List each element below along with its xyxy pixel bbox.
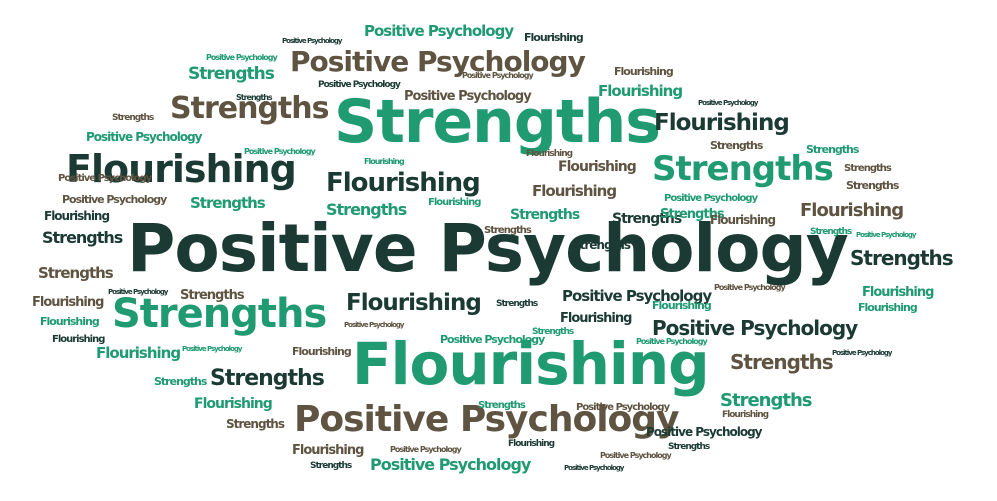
word: Positive Psychology <box>462 71 534 80</box>
word: Flourishing <box>44 209 110 223</box>
word: Positive Psychology <box>664 193 758 204</box>
word: Flourishing <box>326 168 481 198</box>
word: Positive Psychology <box>714 283 786 292</box>
word: Strengths <box>154 375 207 388</box>
word: Strengths <box>496 299 538 309</box>
word: Positive Psychology <box>370 455 531 474</box>
word: Positive Psychology <box>62 193 167 206</box>
word: Strengths <box>484 225 532 236</box>
word: Positive Psychology <box>698 99 758 107</box>
word: Flourishing <box>862 285 934 300</box>
word: Strengths <box>660 207 725 222</box>
word: Positive Psychology <box>636 337 708 346</box>
word: Flourishing <box>558 159 637 175</box>
word: Strengths <box>210 366 325 391</box>
word: Strengths <box>810 227 852 237</box>
word: Flourishing <box>800 200 904 221</box>
word: Positive Psychology <box>282 37 342 45</box>
word: Flourishing <box>652 299 712 312</box>
word: Flourishing <box>52 334 105 345</box>
word: Strengths <box>652 149 834 189</box>
word: Strengths <box>850 246 954 270</box>
word: Flourishing <box>614 65 674 78</box>
word: Flourishing <box>292 443 364 458</box>
word: Positive Psychology <box>856 231 916 239</box>
word: Positive Psychology <box>58 173 152 184</box>
word: Flourishing <box>722 410 769 420</box>
word: Strengths <box>844 163 892 174</box>
word: Strengths <box>668 442 710 452</box>
word: Strengths <box>510 207 580 223</box>
word: Flourishing <box>526 149 573 159</box>
word: Flourishing <box>524 31 584 44</box>
word: Positive Psychology <box>390 445 462 454</box>
word: Positive Psychology <box>244 147 316 156</box>
word: Flourishing <box>532 182 617 200</box>
word: Strengths <box>710 139 763 152</box>
word: Positive Psychology <box>600 451 672 460</box>
word: Strengths <box>38 264 114 282</box>
word: Strengths <box>170 91 329 126</box>
word: Strengths <box>326 200 407 219</box>
word: Positive Psychology <box>127 210 849 287</box>
word: Flourishing <box>560 311 632 326</box>
word: Positive Psychology <box>646 425 763 439</box>
word: Strengths <box>730 350 834 374</box>
word: Positive Psychology <box>564 464 624 472</box>
word: Flourishing <box>292 345 352 358</box>
word: Strengths <box>180 288 245 303</box>
word: Positive Psychology <box>86 130 203 144</box>
word: Flourishing <box>364 157 405 166</box>
word: Positive Psychology <box>318 80 401 90</box>
word: Positive Psychology <box>404 89 532 104</box>
word: Positive Psychology <box>576 402 670 413</box>
word: Strengths <box>846 179 899 192</box>
word: Strengths <box>310 461 352 471</box>
word: Strengths <box>612 211 682 227</box>
word: Strengths <box>478 400 526 411</box>
word: Strengths <box>720 390 812 411</box>
word: Strengths <box>190 194 266 212</box>
word: Positive Psychology <box>440 333 545 346</box>
word: Strengths <box>532 327 574 337</box>
word: Flourishing <box>346 290 482 316</box>
word: Flourishing <box>508 439 555 449</box>
word: Flourishing <box>352 330 710 398</box>
word: Positive Psychology <box>562 287 712 305</box>
word: Positive Psychology <box>364 22 514 40</box>
word: Positive Psychology <box>206 53 278 62</box>
word: Flourishing <box>428 197 481 208</box>
word: Positive Psychology <box>108 288 168 296</box>
word: Strengths <box>806 143 859 156</box>
word: Strengths <box>42 228 123 247</box>
word: Strengths <box>236 93 273 102</box>
word: Flourishing <box>32 295 104 310</box>
word: Positive Psychology <box>294 399 680 440</box>
word: Strengths <box>572 238 631 252</box>
word: Positive Psychology <box>344 321 404 329</box>
word: Positive Psychology <box>182 345 242 353</box>
word: Positive Psychology <box>290 45 586 78</box>
word: Flourishing <box>194 396 273 412</box>
word: Strengths <box>112 113 154 123</box>
word: Strengths <box>188 64 275 84</box>
word: Positive Psychology <box>832 349 892 357</box>
word: Flourishing <box>858 301 918 314</box>
word: Flourishing <box>66 147 297 191</box>
word: Flourishing <box>40 315 100 328</box>
word: Strengths <box>112 291 327 337</box>
word: Positive Psychology <box>652 316 858 340</box>
word: Strengths <box>226 417 285 431</box>
word: Flourishing <box>96 344 181 362</box>
word: Flourishing <box>598 82 683 100</box>
word: Flourishing <box>710 213 776 227</box>
word: Strengths <box>334 87 661 157</box>
word: Flourishing <box>654 110 790 136</box>
